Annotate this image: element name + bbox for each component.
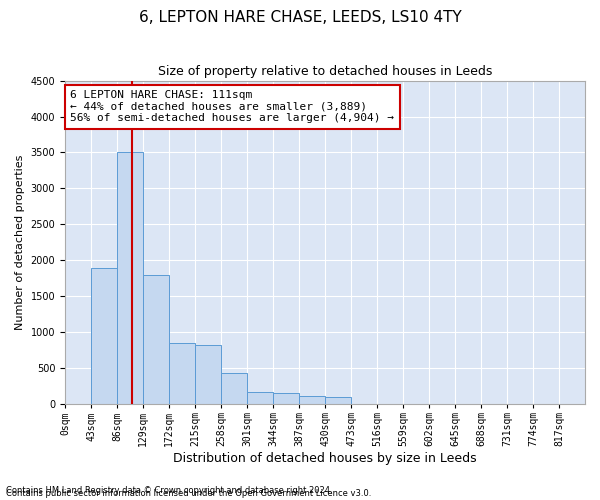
Text: Contains public sector information licensed under the Open Government Licence v3: Contains public sector information licen… — [6, 488, 371, 498]
Bar — [143, 275, 169, 404]
Text: 6, LEPTON HARE CHASE, LEEDS, LS10 4TY: 6, LEPTON HARE CHASE, LEEDS, LS10 4TY — [139, 10, 461, 25]
Y-axis label: Number of detached properties: Number of detached properties — [15, 154, 25, 330]
Bar — [273, 392, 299, 404]
X-axis label: Distribution of detached houses by size in Leeds: Distribution of detached houses by size … — [173, 452, 477, 465]
Bar — [299, 396, 325, 404]
Bar — [91, 268, 117, 404]
Bar — [169, 343, 195, 404]
Text: Contains HM Land Registry data © Crown copyright and database right 2024.: Contains HM Land Registry data © Crown c… — [6, 486, 332, 495]
Bar — [195, 346, 221, 404]
Bar — [325, 397, 351, 404]
Text: 6 LEPTON HARE CHASE: 111sqm
← 44% of detached houses are smaller (3,889)
56% of : 6 LEPTON HARE CHASE: 111sqm ← 44% of det… — [70, 90, 394, 124]
Title: Size of property relative to detached houses in Leeds: Size of property relative to detached ho… — [158, 65, 492, 78]
Bar — [247, 392, 273, 404]
Bar — [117, 152, 143, 404]
Bar — [221, 374, 247, 404]
